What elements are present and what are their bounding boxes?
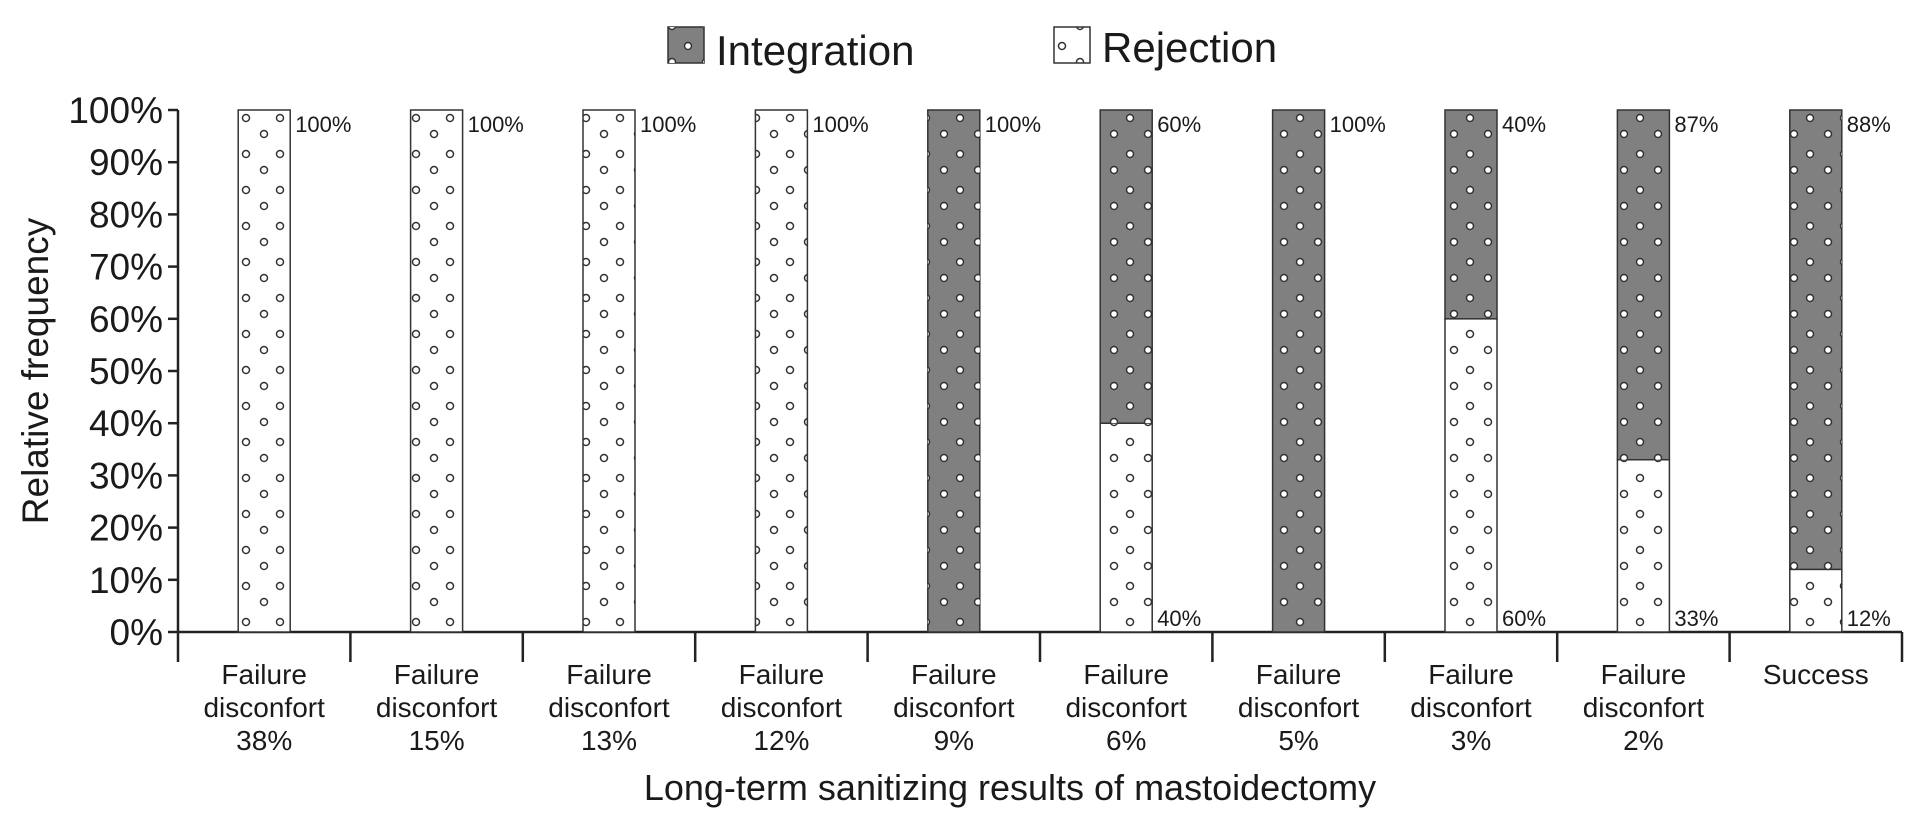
data-label-rejection: 100%	[295, 112, 351, 137]
x-tick-label: Failure disconfort 3%	[1410, 659, 1532, 756]
y-tick-label: 80%	[89, 194, 163, 235]
x-tick-label: Failure disconfort 13%	[548, 659, 670, 756]
data-label-rejection: 12%	[1847, 606, 1891, 631]
y-tick-label: 60%	[89, 299, 163, 340]
bar-integration-pattern	[1789, 110, 1842, 570]
data-labels: 100% 100% 100% 100% 100% 60% 40% 100% 40% 60% 87% 3…	[295, 112, 1891, 631]
bar-rejection-pattern	[1617, 459, 1670, 632]
legend-label-integration: Integration	[716, 27, 914, 74]
data-label-rejection: 100%	[640, 112, 696, 137]
y-tick-label: 70%	[89, 247, 163, 288]
legend-label-rejection: Rejection	[1102, 24, 1277, 71]
data-label-integration: 87%	[1674, 112, 1718, 137]
x-tick-label: Failure disconfort 9%	[893, 659, 1015, 756]
data-label-rejection: 40%	[1157, 606, 1201, 631]
x-tick-label: Success	[1763, 659, 1869, 690]
bar-integration-pattern	[1445, 110, 1497, 319]
y-tick-label: 10%	[89, 560, 163, 601]
legend: Integration Rejection	[667, 24, 1277, 74]
bars	[237, 109, 1843, 633]
bar-rejection-pattern	[1445, 318, 1497, 632]
data-label-rejection: 100%	[812, 112, 868, 137]
x-tick-label: Failure disconfort 2%	[1583, 659, 1705, 756]
y-tick-label: 30%	[89, 455, 163, 496]
bar-integration-pattern	[1100, 110, 1153, 424]
x-tick-label: Failure disconfort 15%	[376, 659, 498, 756]
x-tick-label: Failure disconfort 5%	[1238, 659, 1360, 756]
y-tick-label: 40%	[89, 403, 163, 444]
data-label-integration: 100%	[985, 112, 1041, 137]
bar-rejection-pattern	[583, 110, 635, 632]
legend-item-integration: Integration	[667, 26, 914, 74]
data-label-integration: 60%	[1157, 112, 1201, 137]
bar-rejection-pattern	[238, 110, 291, 632]
bar-integration-pattern	[1272, 110, 1325, 632]
x-ticks: Failure disconfort 38% Failure disconfort 15%…	[176, 632, 1904, 756]
bar-rejection-pattern	[1789, 569, 1842, 632]
bar-integration-pattern	[927, 110, 980, 632]
data-label-integration: 40%	[1502, 112, 1546, 137]
bar-integration-pattern	[1617, 110, 1670, 460]
y-tick-label: 50%	[89, 351, 163, 392]
bar-rejection-pattern	[1100, 423, 1153, 632]
bar-rejection-pattern	[410, 110, 463, 632]
x-axis-title: Long-term sanitizing results of mastoide…	[644, 767, 1376, 808]
x-tick-label: Failure disconfort 6%	[1065, 659, 1187, 756]
data-label-integration: 88%	[1847, 112, 1891, 137]
data-label-integration: 100%	[1330, 112, 1386, 137]
y-ticks: 0% 10% 20% 30% 40% 50% 60% 70% 80% 90% 100%	[68, 90, 178, 653]
y-axis-title: Relative frequency	[15, 217, 56, 524]
y-tick-label: 0%	[110, 612, 163, 653]
bar-rejection-pattern	[755, 110, 808, 632]
y-tick-label: 90%	[89, 142, 163, 183]
y-tick-label: 100%	[68, 90, 163, 131]
legend-item-rejection: Rejection	[1053, 24, 1277, 71]
y-tick-label: 20%	[89, 508, 163, 549]
x-tick-label: Failure disconfort 12%	[721, 659, 843, 756]
data-label-rejection: 100%	[468, 112, 524, 137]
x-tick-label: Failure disconfort 38%	[203, 659, 325, 756]
data-label-rejection: 33%	[1674, 606, 1718, 631]
data-label-rejection: 60%	[1502, 606, 1546, 631]
